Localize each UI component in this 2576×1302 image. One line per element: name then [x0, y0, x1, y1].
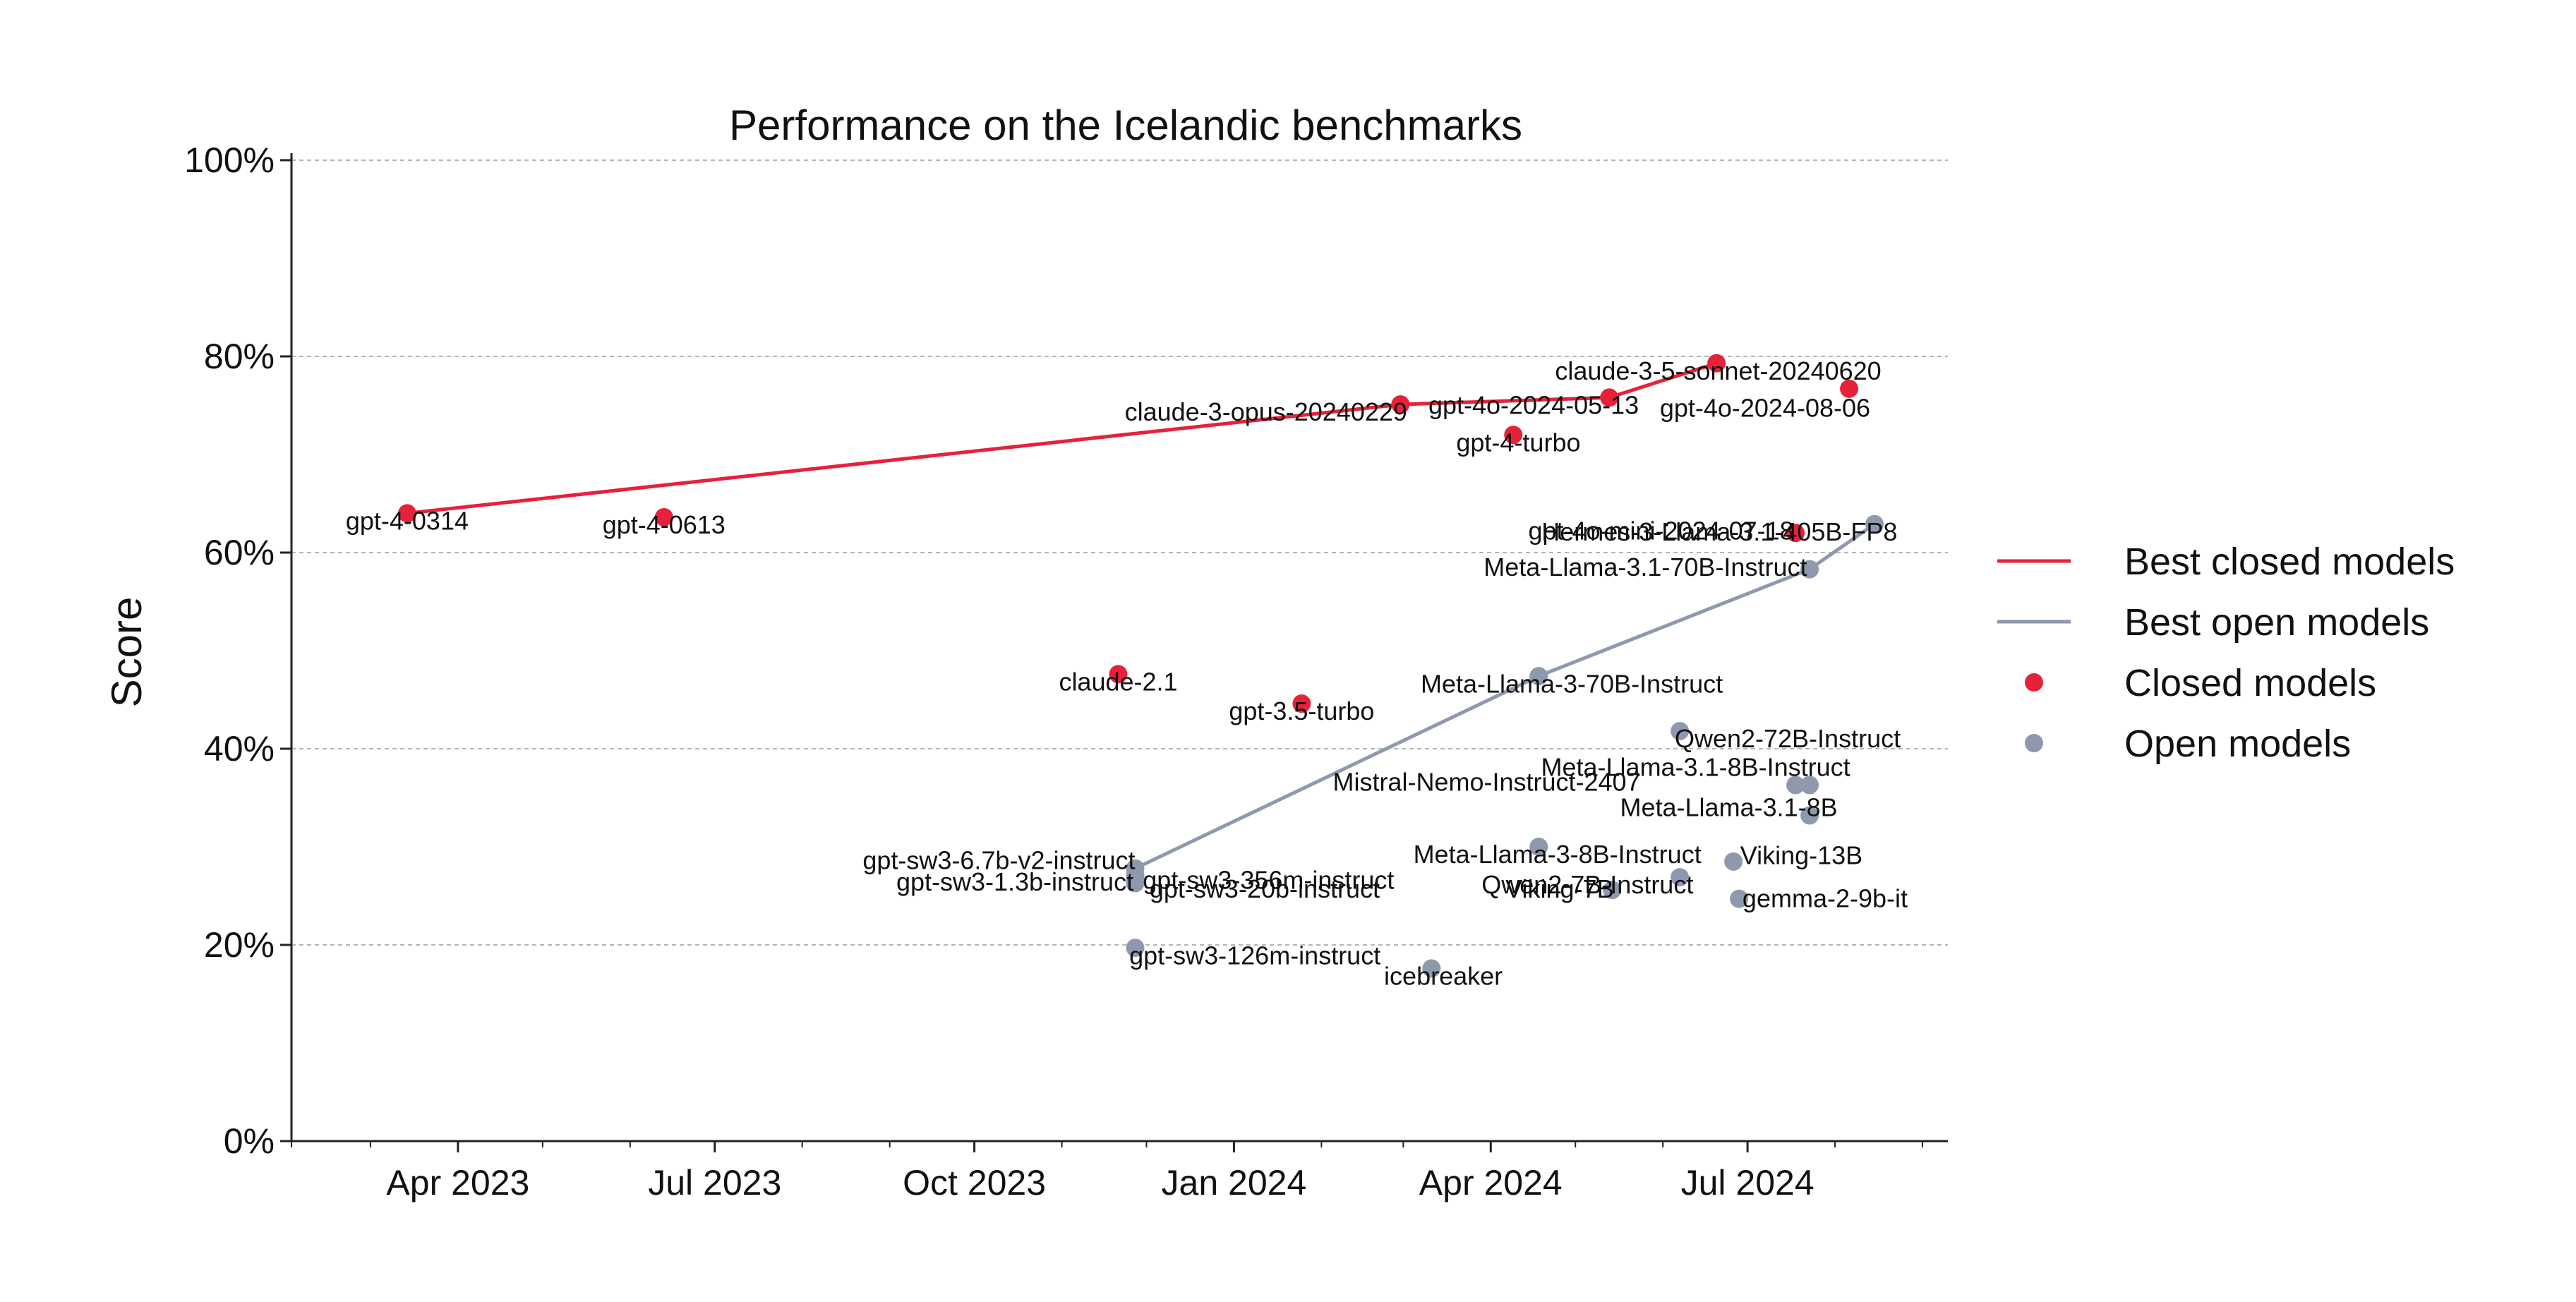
- closed-model-point: [1600, 388, 1619, 407]
- closed-model-label: claude-2.1: [1059, 667, 1177, 696]
- open-model-label: Qwen2-7B-Instruct: [1481, 870, 1693, 899]
- y-tick-label-80: 80%: [204, 337, 275, 376]
- legend-label: Open models: [2124, 723, 2351, 765]
- open-model-point: [1730, 889, 1749, 908]
- x-tick-label: Apr 2023: [386, 1163, 529, 1202]
- open-model-label: Meta-Llama-3.1-8B: [1620, 792, 1838, 821]
- open-model-label: Viking-7B: [1505, 874, 1613, 903]
- y-axis-label: Score: [103, 597, 150, 708]
- open-model-point: [1529, 838, 1548, 856]
- legend-dot-open: [2025, 734, 2043, 752]
- x-tick-label: Oct 2023: [903, 1163, 1046, 1202]
- point-labels: gpt-sw3-6.7b-v2-instructgpt-sw3-1.3b-ins…: [346, 356, 1908, 991]
- y-tick-label-100: 100%: [184, 140, 275, 180]
- open-model-label: Hermes-3-Llama-3.1-405B-FP8: [1541, 517, 1897, 546]
- closed-model-point: [1840, 379, 1859, 398]
- closed-model-label: gpt-4-0613: [603, 510, 726, 539]
- closed-model-label: gpt-4o-mini-2024-07-18: [1528, 516, 1793, 545]
- open-model-label: Mistral-Nemo-Instruct-2407: [1332, 767, 1640, 796]
- points: [397, 354, 1884, 978]
- open-model-point: [1671, 721, 1690, 740]
- open-model-point: [1800, 560, 1819, 579]
- closed-model-point: [1292, 694, 1311, 713]
- legend-label: Best open models: [2124, 601, 2429, 644]
- open-model-label: Meta-Llama-3.1-70B-Instruct: [1483, 553, 1807, 581]
- open-model-point: [1422, 959, 1441, 978]
- open-model-point: [1126, 872, 1145, 891]
- closed-model-label: claude-3-opus-20240229: [1125, 397, 1407, 426]
- chart-title: Performance on the Icelandic benchmarks: [729, 102, 1522, 149]
- closed-model-point: [1109, 665, 1128, 684]
- closed-model-point: [397, 504, 416, 523]
- open-model-label: Meta-Llama-3-70B-Instruct: [1421, 669, 1723, 698]
- open-model-label: gpt-sw3-356m-instruct: [1143, 865, 1394, 894]
- open-model-label: gpt-sw3-6.7b-v2-instruct: [862, 845, 1135, 874]
- closed-model-point: [654, 507, 673, 526]
- open-model-point: [1724, 852, 1743, 871]
- y-tick-label-60: 60%: [204, 533, 275, 572]
- best-closed-line: [407, 361, 1717, 515]
- open-model-point: [1786, 776, 1805, 795]
- closed-model-point: [1707, 354, 1726, 373]
- x-tick-label: Apr 2024: [1419, 1163, 1563, 1202]
- best-lines: [407, 361, 1876, 870]
- closed-model-label: gpt-3.5-turbo: [1229, 697, 1374, 725]
- x-tick-label: Jul 2024: [1681, 1163, 1814, 1202]
- open-model-label: Meta-Llama-3.1-8B-Instruct: [1541, 752, 1850, 781]
- closed-model-point: [1786, 524, 1805, 543]
- open-model-label: gpt-sw3-20b-instruct: [1150, 874, 1380, 903]
- axes: 0% 20% 40% 60% 80% 100% Apr 2023 Jul 2023 Oct 20…: [184, 140, 1948, 1202]
- legend-label: Closed models: [2124, 662, 2376, 704]
- closed-model-label: gpt-4-turbo: [1456, 428, 1580, 457]
- open-model-point: [1671, 868, 1690, 887]
- open-model-point: [1800, 806, 1819, 825]
- open-model-point: [1126, 939, 1145, 958]
- closed-model-point: [1504, 426, 1523, 445]
- open-model-label: gemma-2-9b-it: [1743, 884, 1908, 913]
- legend-dot-closed: [2025, 673, 2043, 692]
- open-model-label: gpt-sw3-1.3b-instruct: [896, 867, 1133, 896]
- open-model-label: icebreaker: [1384, 961, 1503, 990]
- closed-model-label: gpt-4o-2024-08-06: [1660, 394, 1870, 423]
- open-model-point: [1865, 514, 1884, 534]
- closed-model-label: claude-3-5-sonnet-20240620: [1555, 356, 1881, 385]
- open-model-label: Viking-13B: [1740, 841, 1862, 870]
- x-tick-label: Jul 2023: [648, 1163, 781, 1202]
- open-model-label: Qwen2-72B-Instruct: [1675, 724, 1901, 753]
- y-tick-label-0: 0%: [224, 1121, 275, 1161]
- open-model-label: gpt-sw3-126m-instruct: [1129, 941, 1380, 970]
- legend-label: Best closed models: [2124, 541, 2455, 583]
- open-model-point: [1800, 776, 1819, 795]
- best-open-line: [1134, 522, 1876, 870]
- closed-model-point: [1391, 395, 1410, 414]
- open-model-point: [1603, 881, 1622, 900]
- x-tick-label: Jan 2024: [1162, 1163, 1307, 1202]
- closed-model-label: gpt-4o-2024-05-13: [1428, 391, 1639, 420]
- legend: Best closed models Best open models Closed…: [1997, 541, 2455, 765]
- closed-model-label: gpt-4-0314: [346, 507, 469, 536]
- open-model-label: Meta-Llama-3-8B-Instruct: [1414, 840, 1702, 869]
- y-tick-label-20: 20%: [204, 925, 275, 965]
- open-model-point: [1529, 667, 1548, 686]
- y-tick-label-40: 40%: [204, 729, 275, 768]
